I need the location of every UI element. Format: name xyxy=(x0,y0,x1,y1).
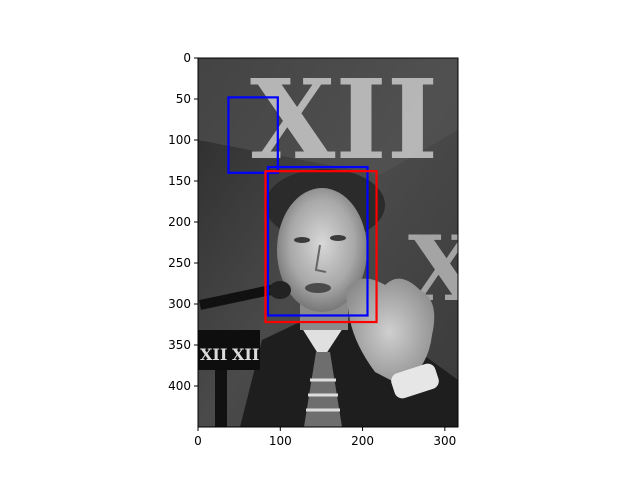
y-tick-label: 350 xyxy=(168,338,191,352)
photo: XII X XII XII xyxy=(198,55,458,427)
y-tick-label: 50 xyxy=(176,92,191,106)
mic-badge-left: XII xyxy=(200,345,227,364)
y-tick-label: 250 xyxy=(168,256,191,270)
x-tick-label: 100 xyxy=(269,434,292,448)
axes-frame xyxy=(197,57,459,428)
mic-badge-right: XII xyxy=(232,345,259,364)
bbox-ground-truth xyxy=(264,170,378,324)
y-axis: 0 50 100 150 200 250 300 350 400 xyxy=(168,51,198,393)
x-axis: 0 100 200 300 xyxy=(194,427,456,448)
x-tick-label: 200 xyxy=(351,434,374,448)
y-tick-label: 400 xyxy=(168,379,191,393)
y-tick-label: 150 xyxy=(168,174,191,188)
y-tick-label: 100 xyxy=(168,133,191,147)
y-tick-label: 300 xyxy=(168,297,191,311)
x-tick-label: 300 xyxy=(433,434,456,448)
y-tick-label: 200 xyxy=(168,215,191,229)
x-tick-label: 0 xyxy=(194,434,202,448)
bbox-detection-face xyxy=(266,165,369,317)
bounding-boxes xyxy=(227,96,378,324)
bbox-detection-small xyxy=(227,96,279,174)
backdrop-xii: XII xyxy=(250,55,438,184)
y-tick-label: 0 xyxy=(183,51,191,65)
